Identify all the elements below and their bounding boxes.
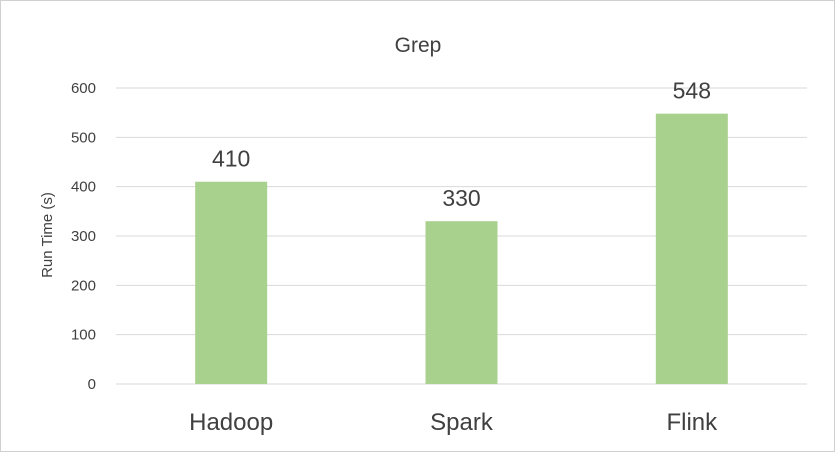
y-axis-label: Run Time (s) xyxy=(39,192,56,278)
bar-hadoop xyxy=(195,181,268,384)
y-tick-label: 500 xyxy=(71,129,96,146)
bar-flink xyxy=(655,113,728,385)
data-label-hadoop: 410 xyxy=(212,146,250,172)
chart-title: Grep xyxy=(395,34,442,57)
data-label-flink: 548 xyxy=(673,78,711,104)
y-tick-label: 200 xyxy=(71,277,96,294)
y-tick-label: 400 xyxy=(71,179,96,196)
bar-spark xyxy=(425,221,498,384)
y-axis-ticks: 0 100 200 300 400 500 600 xyxy=(71,80,96,393)
x-tick-label-flink: Flink xyxy=(666,409,718,436)
x-tick-label-hadoop: Hadoop xyxy=(189,409,273,436)
x-tick-label-spark: Spark xyxy=(430,409,494,436)
bars xyxy=(195,113,728,385)
data-labels: 410 330 548 xyxy=(212,78,711,212)
x-axis-ticks: Hadoop Spark Flink xyxy=(189,409,718,436)
y-tick-label: 100 xyxy=(71,327,96,344)
y-tick-label: 0 xyxy=(88,376,96,393)
y-tick-label: 600 xyxy=(71,80,96,97)
data-label-spark: 330 xyxy=(442,185,480,211)
y-tick-label: 300 xyxy=(71,228,96,245)
